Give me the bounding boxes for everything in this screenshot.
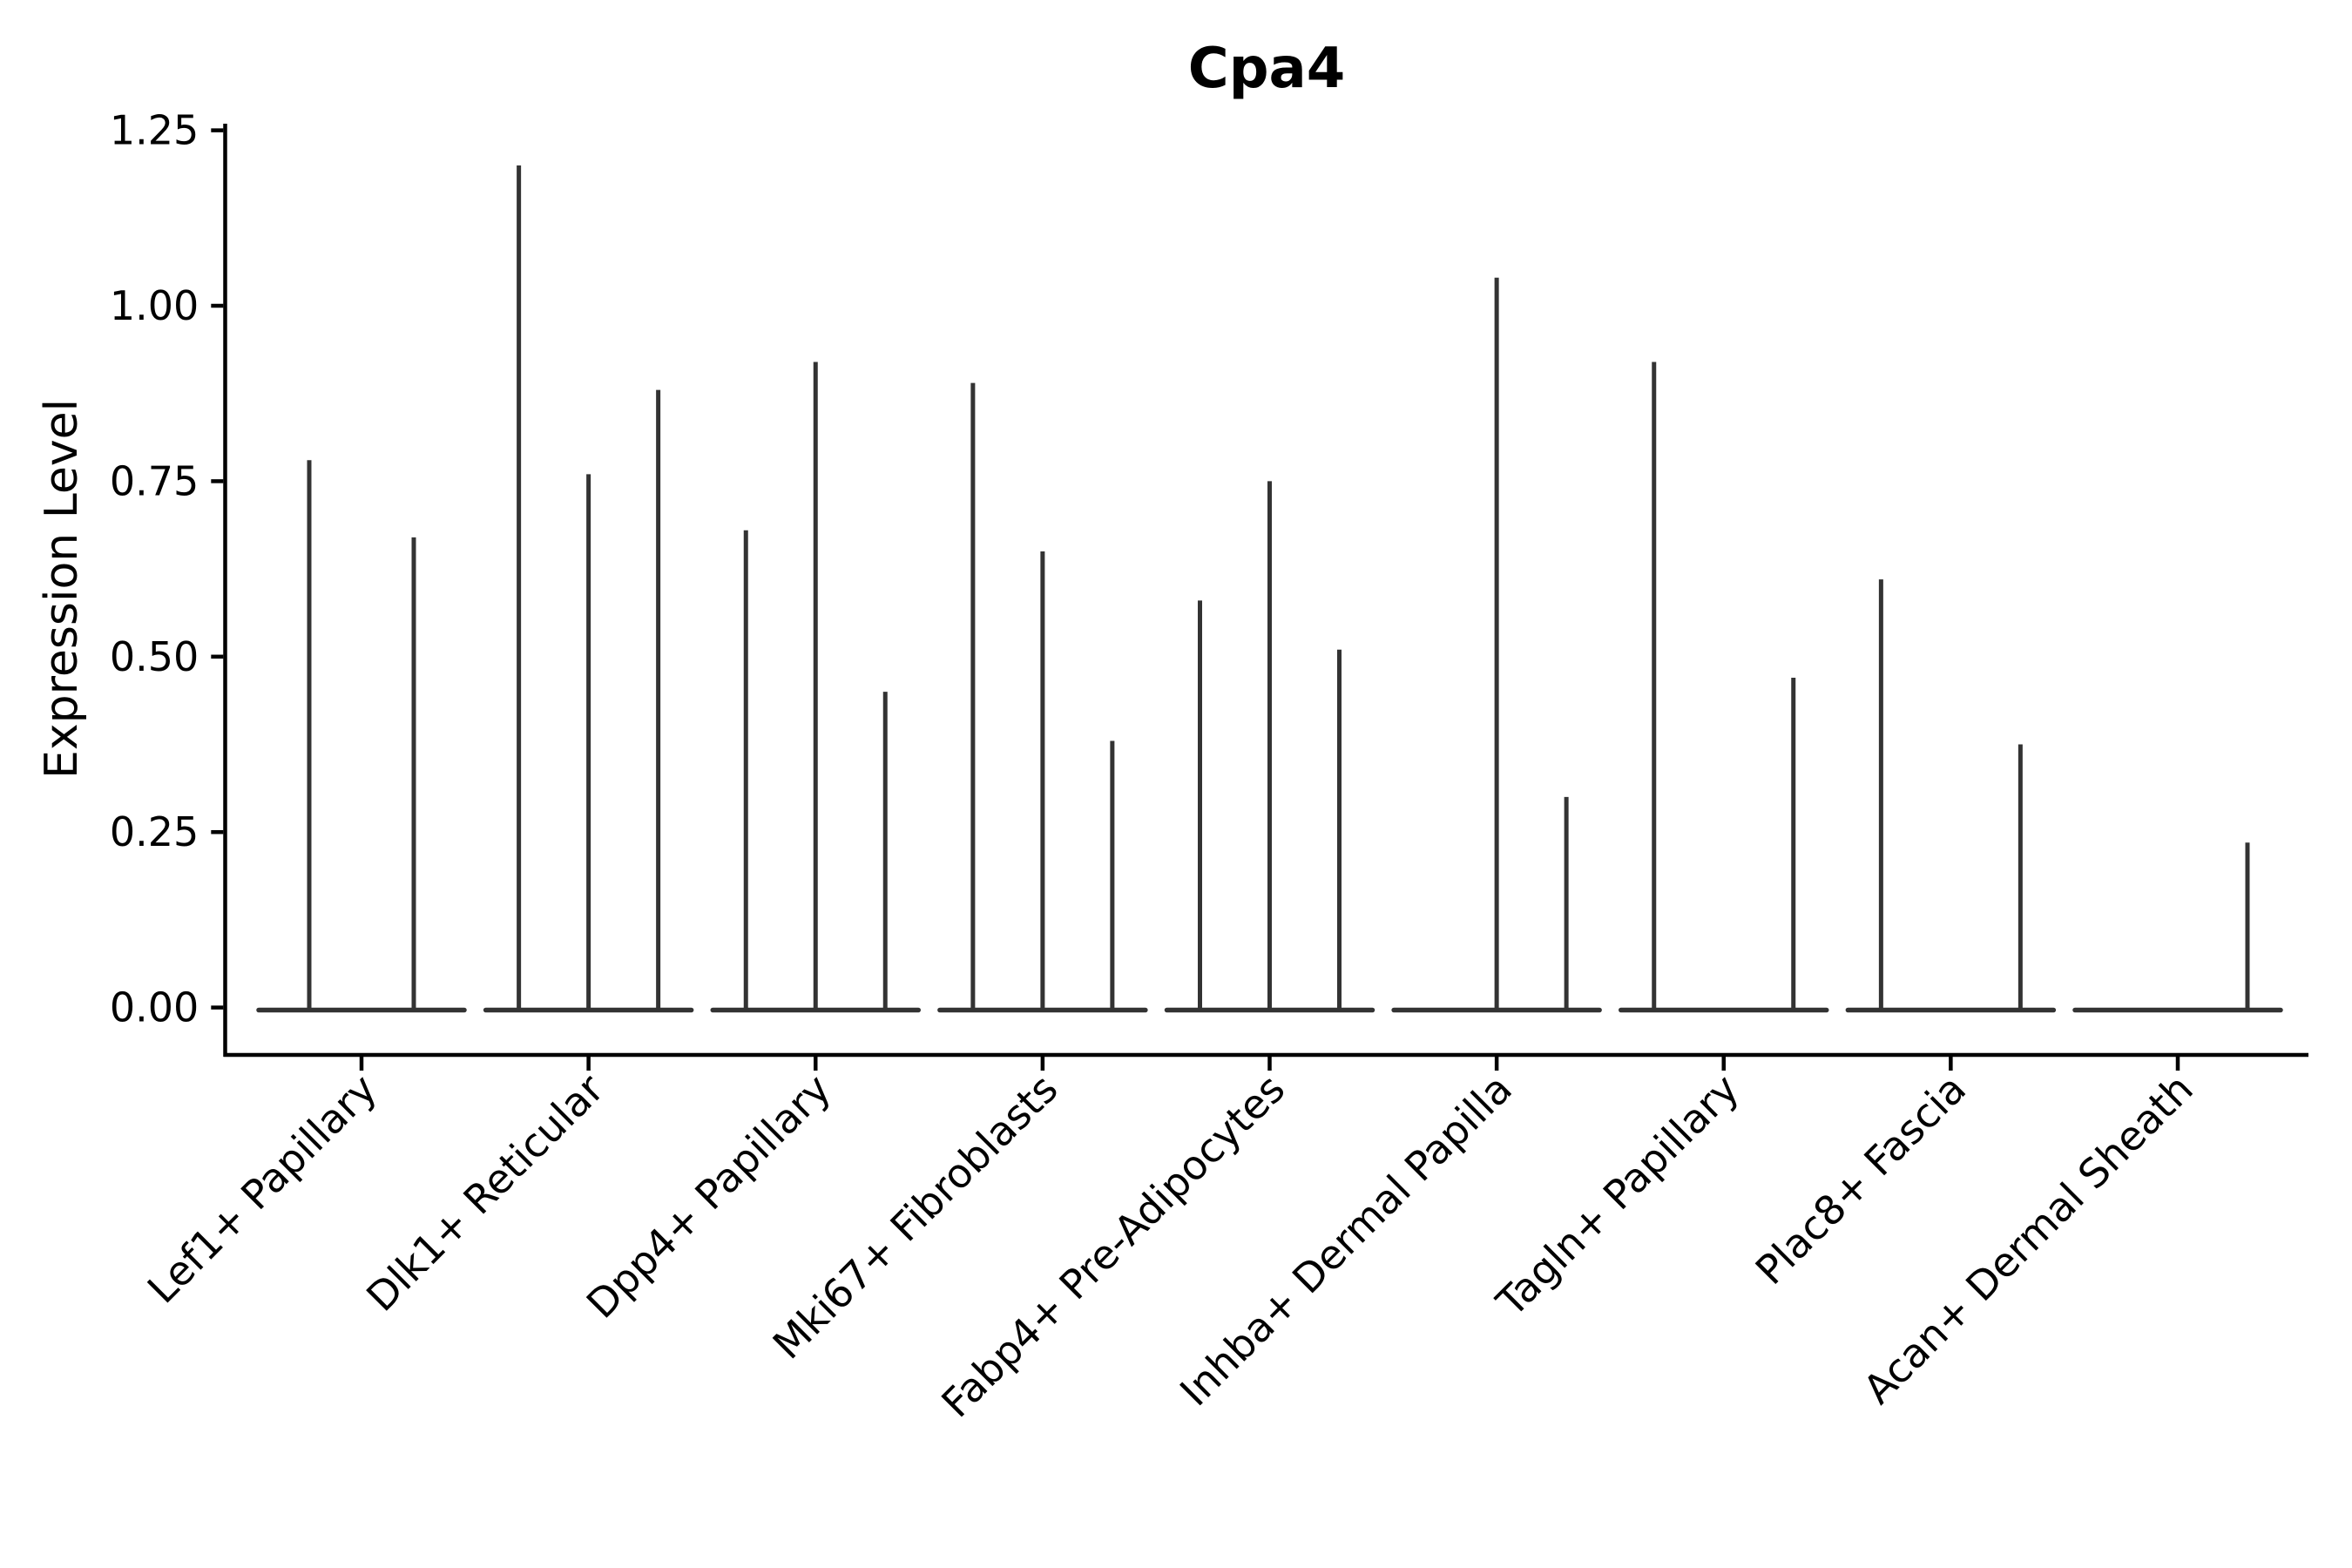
chart-title: Cpa4 <box>1188 37 1346 101</box>
x-tick-label: Tagln+ Papillary <box>1487 1065 1748 1327</box>
y-tick-label: 1.00 <box>110 282 199 329</box>
violin-group <box>710 362 921 1013</box>
x-tick-label: Plac8+ Fascia <box>1747 1065 1975 1294</box>
x-tick-label: Dlk1+ Reticular <box>357 1065 612 1321</box>
violin-group <box>937 382 1148 1013</box>
violin-group <box>1391 277 1602 1013</box>
y-tick-label: 1.25 <box>110 107 199 154</box>
x-tick-label: Lef1+ Papillary <box>139 1065 386 1313</box>
violin-group <box>483 165 694 1013</box>
y-tick-label: 0.25 <box>110 808 199 855</box>
violin-group <box>256 460 467 1013</box>
y-tick-label: 0.00 <box>110 984 199 1031</box>
violin-group <box>1619 362 1829 1013</box>
x-tick-label: Dpp4+ Papillary <box>578 1065 840 1328</box>
violin-group <box>1164 481 1375 1013</box>
y-tick-label: 0.75 <box>110 457 199 504</box>
violin-group <box>1845 579 2057 1013</box>
violins-layer <box>256 165 2283 1013</box>
y-tick-label: 0.50 <box>110 633 199 680</box>
axes-layer: 0.00 0.25 0.50 0.75 1.00 1.25 <box>110 107 2308 1071</box>
violin-group <box>2072 842 2283 1013</box>
y-axis-label: Expression Level <box>36 399 88 779</box>
